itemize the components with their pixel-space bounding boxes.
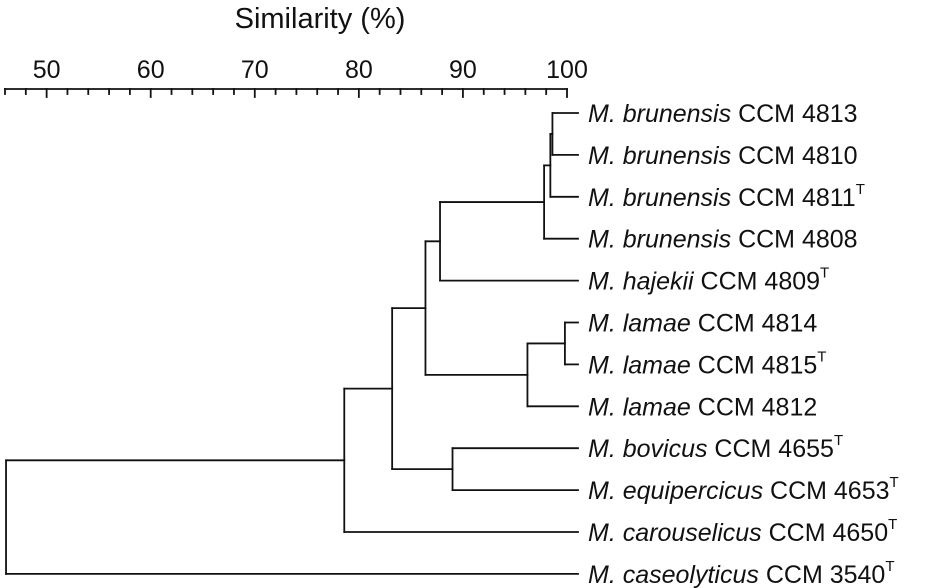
strain-id: CCM 4811 [731, 184, 856, 212]
type-strain-marker: T [834, 432, 843, 449]
type-strain-marker: T [890, 474, 899, 491]
strain-id: CCM 4810 [731, 142, 857, 170]
tick-label: 100 [546, 56, 588, 84]
strain-id: CCM 4809 [694, 268, 820, 296]
species-name: M. brunensis [588, 184, 731, 212]
type-strain-marker: T [856, 181, 865, 198]
strain-id: CCM 4653 [763, 477, 889, 505]
strain-id: CCM 3540 [759, 561, 885, 588]
type-strain-marker: T [888, 516, 897, 533]
axis-title: Similarity (%) [235, 3, 406, 35]
leaf-label: M. brunensis CCM 4810 [588, 142, 858, 170]
species-name: M. lamae [588, 310, 691, 338]
leaf-label: M. lamae CCM 4814 [588, 310, 817, 338]
tick-label: 90 [449, 56, 477, 84]
leaf-label: M. equipercicus CCM 4653T [588, 474, 899, 505]
species-name: M. caseolyticus [588, 561, 759, 588]
leaf-label: M. brunensis CCM 4811T [588, 181, 865, 212]
leaf-label: M. brunensis CCM 4813 [588, 100, 858, 128]
leaf-label: M. hajekii CCM 4809T [588, 265, 829, 296]
type-strain-marker: T [885, 558, 894, 575]
strain-id: CCM 4812 [691, 393, 817, 421]
strain-id: CCM 4655 [707, 435, 833, 463]
species-name: M. hajekii [588, 268, 695, 296]
leaf-label: M. bovicus CCM 4655T [588, 432, 843, 463]
leaf-label: M. lamae CCM 4812 [588, 393, 817, 421]
tree-branches [5, 112, 579, 575]
similarity-axis: 50 60 70 80 90 100 [4, 56, 588, 98]
species-name: M. lamae [588, 351, 691, 379]
tick-label: 80 [345, 56, 373, 84]
strain-id: CCM 4650 [762, 519, 888, 547]
species-name: M. carouselicus [588, 519, 762, 547]
type-strain-marker: T [820, 265, 829, 282]
species-name: M. lamae [588, 393, 691, 421]
leaf-label: M. lamae CCM 4815T [588, 348, 826, 379]
strain-id: CCM 4814 [691, 310, 818, 338]
tick-label: 70 [241, 56, 269, 84]
strain-id: CCM 4813 [731, 100, 857, 128]
species-name: M. brunensis [588, 100, 731, 128]
species-name: M. bovicus [588, 435, 707, 463]
leaf-label: M. carouselicus CCM 4650T [588, 516, 897, 547]
strain-id: CCM 4808 [731, 226, 857, 254]
leaf-label: M. brunensis CCM 4808 [588, 226, 858, 254]
type-strain-marker: T [817, 348, 826, 365]
strain-id: CCM 4815 [691, 351, 817, 379]
leaf-label: M. caseolyticus CCM 3540T [588, 558, 895, 588]
tick-label: 60 [137, 56, 165, 84]
species-name: M. brunensis [588, 142, 731, 170]
tick-label: 50 [33, 56, 61, 84]
species-name: M. brunensis [588, 226, 731, 254]
species-name: M. equipercicus [588, 477, 763, 505]
